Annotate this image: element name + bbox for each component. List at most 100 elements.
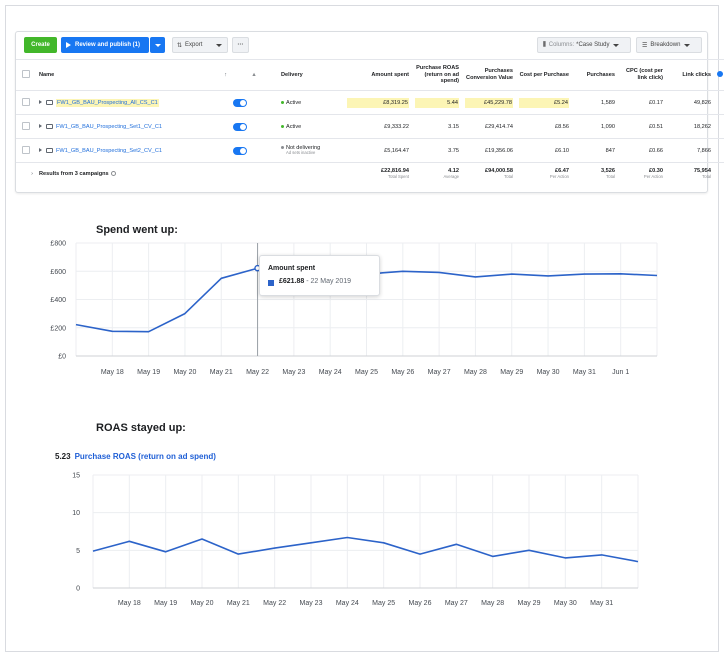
header-roas[interactable]: Purchase ROAS (return on ad spend) [412, 59, 462, 91]
total-cost-per-purchase: £6.47 [555, 168, 569, 175]
roas-metric-name[interactable]: Purchase ROAS (return on ad spend) [74, 452, 216, 461]
total-purchases: 3,526 [601, 168, 615, 175]
spend-data-point [619, 273, 621, 275]
campaign-name-link[interactable]: FW1_GB_BAU_Prospecting_Set1_CV_C1 [56, 123, 163, 130]
cell-roas: 3.75 [412, 138, 462, 163]
cell-amount-spent: £9,333.22 [344, 114, 412, 139]
spend-data-point [220, 277, 222, 279]
review-publish-button[interactable]: Review and publish (1) [61, 37, 149, 53]
warning-icon: ▲ [230, 59, 278, 91]
total-conv-value-sub: Total [504, 173, 513, 179]
tooltip-value-line: £621.88 - 22 May 2019 [279, 278, 351, 285]
cell-roas: 3.15 [412, 114, 462, 139]
campaign-name-link[interactable]: FW1_GB_BAU_Prospecting_Set2_CV_C1 [56, 147, 163, 154]
cell-link-clicks: 7,866 [666, 138, 714, 163]
gear-icon[interactable] [717, 70, 723, 77]
review-publish-label: Review and publish (1) [75, 42, 141, 48]
spend-data-point [184, 312, 186, 314]
tooltip-title: Amount spent [268, 265, 316, 272]
cell-link-clicks: 18,262 [666, 114, 714, 139]
create-button[interactable]: Create [24, 37, 57, 53]
more-options-button[interactable]: ··· [232, 37, 249, 53]
select-all-checkbox[interactable] [22, 69, 30, 78]
header-link-clicks[interactable]: Link clicks [666, 59, 714, 91]
row-checkbox[interactable] [22, 97, 30, 106]
expand-arrow-icon[interactable] [39, 124, 42, 129]
spend-data-point [656, 274, 658, 276]
spend-x-tick-label: May 29 [500, 369, 523, 376]
breakdown-icon: ☰ [642, 42, 648, 49]
export-button[interactable]: ⇅ Export [172, 37, 228, 53]
header-amount-spent[interactable]: Amount spent [344, 59, 412, 91]
table-row[interactable]: FW1_GB_BAU_Prospecting_All_CS_C1 Active … [16, 90, 724, 115]
cell-cpc: £0.17 [618, 90, 666, 115]
spend-x-tick-label: May 28 [464, 369, 487, 376]
spend-x-tick-label: May 24 [319, 369, 342, 376]
delivery-substatus: Ad sets inactive [286, 150, 316, 156]
campaign-toggle[interactable] [233, 98, 247, 107]
breakdown-button[interactable]: ☰ Breakdown [636, 37, 702, 53]
spend-chart-title: Spend went up: [96, 224, 178, 236]
totals-row: › Results from 3 campaigns £22,816.94 Tot… [31, 168, 711, 179]
table-row[interactable]: FW1_GB_BAU_Prospecting_Set2_CV_C1 Not de… [16, 138, 724, 163]
table-row[interactable]: FW1_GB_BAU_Prospecting_Set1_CV_C1 Active… [16, 114, 724, 139]
row-checkbox[interactable] [22, 121, 30, 130]
cell-cost-per-purchase: £5.24 [519, 97, 569, 108]
total-roas: 4.12 [448, 168, 459, 175]
spend-data-point [75, 323, 77, 325]
expand-arrow-icon[interactable] [39, 148, 42, 153]
total-link-clicks: 75,954 [693, 168, 711, 175]
spend-y-tick-label: £400 [50, 297, 66, 304]
series-swatch-icon [268, 280, 274, 286]
spend-y-tick-label: £800 [50, 241, 66, 248]
row-checkbox[interactable] [22, 145, 30, 154]
roas-chart-title: ROAS stayed up: [96, 422, 186, 434]
cell-link-clicks: 49,826 [666, 90, 714, 115]
total-cpc: £0.30 [649, 168, 663, 175]
spend-x-tick-label: May 27 [428, 369, 451, 376]
cell-cpc: £0.51 [618, 114, 666, 139]
sort-arrow-icon[interactable]: ↑ [216, 59, 230, 91]
spend-x-tick-label: May 18 [101, 369, 124, 376]
spend-y-tick-label: £200 [50, 325, 66, 332]
folder-icon [46, 147, 53, 153]
chevron-down-icon [154, 43, 161, 47]
total-amount-spent: £22,816.94 [381, 168, 409, 175]
spend-x-tick-label: May 19 [137, 369, 160, 376]
header-conv-value[interactable]: Purchases Conversion Value [462, 59, 516, 91]
spend-x-tick-label: May 31 [573, 369, 596, 376]
spend-y-tick-label: £0 [58, 354, 66, 361]
columns-button[interactable]: ⫼ Columns: *Case Study [537, 37, 631, 53]
header-cost-per-purchase[interactable]: Cost per Purchase [516, 59, 572, 91]
toolbar: Create Review and publish (1) ⇅ Export ·… [16, 32, 707, 58]
delivery-status: Active [286, 123, 302, 130]
header-name[interactable]: Name [36, 59, 216, 91]
total-roas-sub: Average [443, 173, 459, 179]
spend-x-tick-label: Jun 1 [612, 369, 629, 376]
total-link-clicks-sub: Total [702, 173, 711, 179]
cell-conv-value: £19,356.06 [462, 138, 516, 163]
campaign-toggle[interactable] [233, 122, 247, 131]
publish-dropdown-button[interactable] [150, 37, 165, 53]
status-dot-icon [281, 124, 284, 128]
cell-purchases: 847 [572, 138, 618, 163]
spend-data-point [438, 271, 440, 273]
campaign-name-link[interactable]: FW1_GB_BAU_Prospecting_All_CS_C1 [56, 98, 159, 107]
cell-roas: 5.44 [415, 97, 459, 108]
cell-conv-value: £45,229.78 [465, 97, 513, 108]
status-dot-icon [281, 146, 284, 150]
tooltip-value: £621.88 [279, 278, 305, 285]
header-delivery[interactable]: Delivery [278, 59, 344, 91]
header-purchases[interactable]: Purchases [572, 59, 618, 91]
spend-x-tick-label: May 23 [282, 369, 305, 376]
header-cpc[interactable]: CPC (cost per link click) [618, 59, 666, 91]
expand-arrow-icon[interactable] [39, 100, 42, 105]
campaign-toggle[interactable] [233, 146, 247, 155]
spend-y-tick-label: £600 [50, 269, 66, 276]
columns-icon: ⫼ [543, 41, 546, 48]
cell-cpc: £0.66 [618, 138, 666, 163]
info-icon[interactable] [110, 170, 116, 176]
status-dot-icon [281, 100, 284, 104]
spend-data-point [474, 276, 476, 278]
